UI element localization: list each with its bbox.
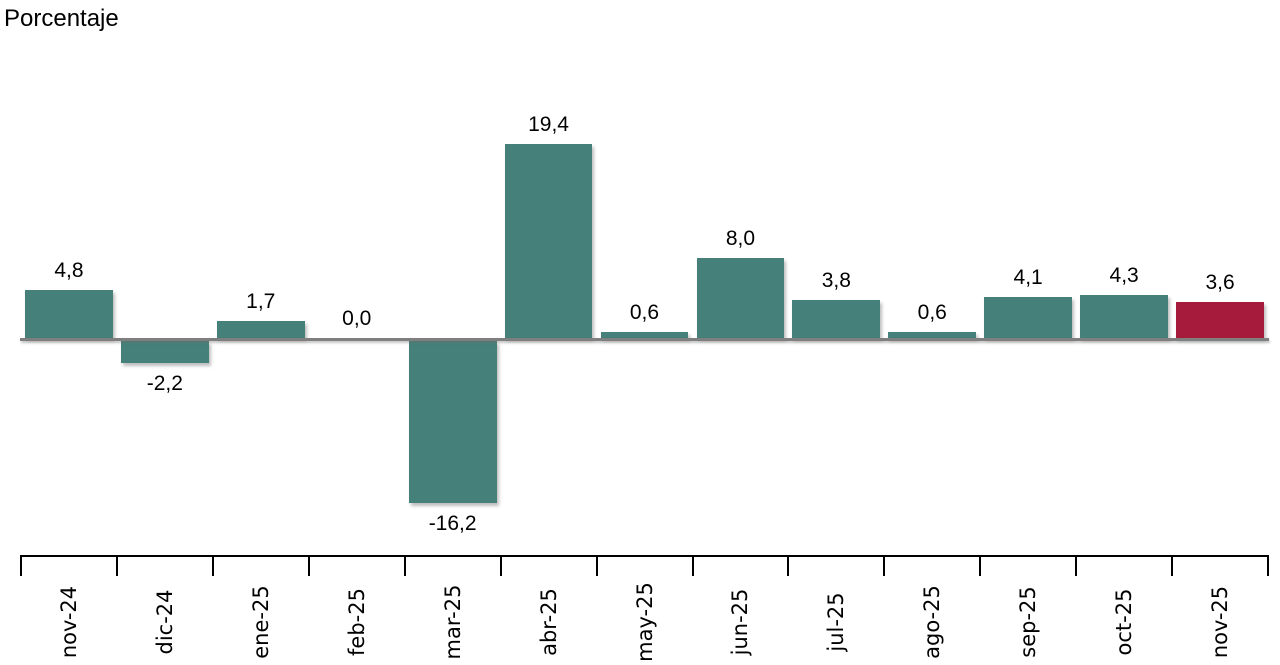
- bar-nov-25: [1176, 302, 1264, 338]
- bar-ago-25: [888, 332, 977, 338]
- value-label-dic-24: -2,2: [146, 372, 183, 395]
- x-axis-tick: [1171, 556, 1174, 576]
- bar-jun-25: [696, 258, 785, 338]
- x-axis-tick: [403, 556, 406, 576]
- value-label-nov-25: 3,6: [1205, 271, 1235, 294]
- bar-ene-25: [216, 321, 305, 338]
- x-axis-tick: [115, 556, 118, 576]
- bar-abr-25: [504, 144, 593, 338]
- value-label-sep-25: 4,1: [1013, 266, 1043, 289]
- value-label-abr-25: 19,4: [528, 113, 569, 136]
- x-axis-tick: [307, 556, 310, 576]
- x-axis-tick: [691, 556, 694, 576]
- x-axis-label-jun-25: jun-25: [728, 588, 753, 656]
- value-label-ago-25: 0,6: [917, 301, 947, 324]
- x-axis-label-ene-25: ene-25: [248, 585, 273, 659]
- x-axis-tick: [1075, 556, 1078, 576]
- bar-sep-25: [984, 297, 1073, 338]
- x-axis-tick: [979, 556, 982, 576]
- x-axis-label-oct-25: oct-25: [1112, 588, 1137, 656]
- x-axis-tick: [1267, 556, 1269, 576]
- x-axis-line: [20, 555, 1269, 557]
- x-axis-label-abr-25: abr-25: [536, 588, 561, 656]
- x-axis-tick: [595, 556, 598, 576]
- chart-title: Porcentaje: [4, 5, 119, 32]
- value-label-oct-25: 4,3: [1109, 264, 1139, 287]
- bar-jul-25: [792, 300, 881, 338]
- bar-nov-24: [25, 290, 113, 338]
- bar-may-25: [600, 332, 689, 338]
- value-label-jun-25: 8,0: [725, 227, 756, 250]
- value-label-jul-25: 3,8: [821, 269, 851, 292]
- x-axis-label-ago-25: ago-25: [920, 585, 945, 659]
- x-axis-label-nov-25: nov-25: [1208, 585, 1232, 659]
- bar-dic-24: [120, 341, 209, 363]
- value-label-may-25: 0,6: [629, 301, 660, 324]
- x-axis-label-sep-25: sep-25: [1016, 586, 1041, 658]
- x-axis-label-mar-25: mar-25: [440, 584, 465, 660]
- x-axis-label-nov-24: nov-24: [57, 585, 81, 659]
- x-axis-tick: [211, 556, 214, 576]
- value-label-feb-25: 0,0: [342, 307, 372, 330]
- value-label-mar-25: -16,2: [428, 512, 477, 535]
- x-axis-tick: [883, 556, 886, 576]
- bar-mar-25: [408, 341, 497, 503]
- x-axis-label-jul-25: jul-25: [824, 592, 849, 652]
- x-axis-label-may-25: may-25: [632, 582, 657, 662]
- bar-oct-25: [1080, 295, 1169, 338]
- zero-baseline: [20, 338, 1269, 341]
- x-axis-tick: [499, 556, 502, 576]
- value-label-ene-25: 1,7: [246, 290, 276, 313]
- x-axis-label-dic-24: dic-24: [152, 589, 177, 655]
- x-axis-label-feb-25: feb-25: [344, 588, 369, 656]
- value-label-nov-24: 4,8: [54, 259, 84, 282]
- x-axis-tick: [787, 556, 790, 576]
- x-axis-tick: [20, 556, 22, 576]
